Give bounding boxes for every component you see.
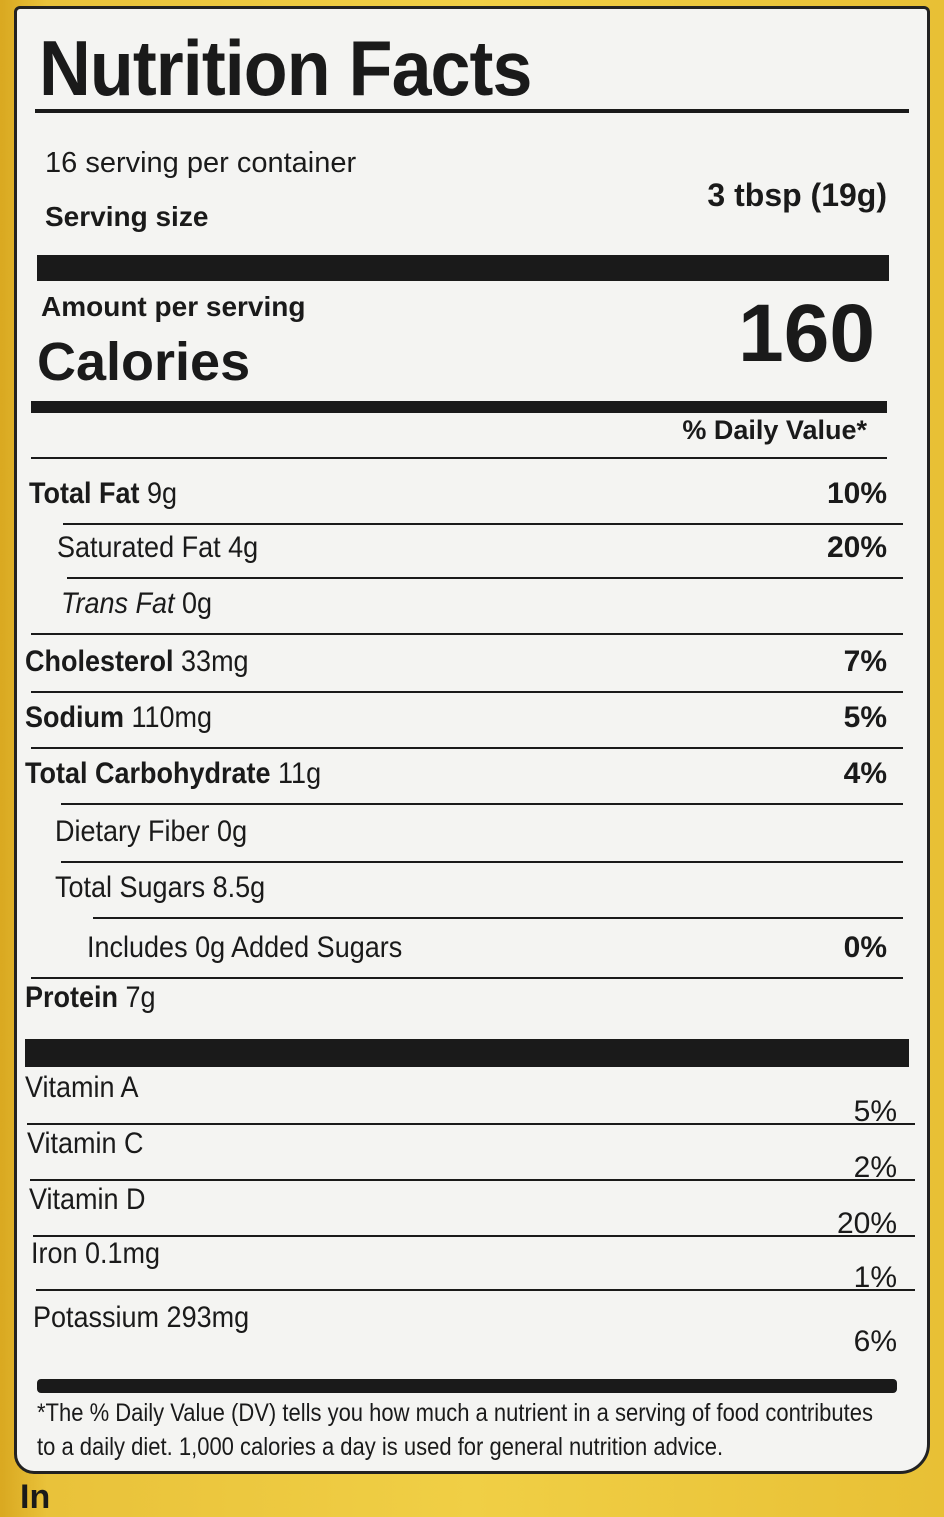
serving-size-label: Serving size bbox=[45, 201, 209, 232]
vitamin-name: Iron 0.1mg bbox=[31, 1237, 161, 1270]
footnote-line-1: *The % Daily Value (DV) tells you how mu… bbox=[37, 1399, 873, 1427]
nutrient-amount: 9g bbox=[147, 477, 178, 510]
calories-value: 160 bbox=[738, 288, 875, 379]
nutrient-amount: 4g bbox=[228, 531, 259, 564]
divider bbox=[31, 457, 887, 459]
thick-divider bbox=[37, 255, 889, 281]
nutrient-name: Protein bbox=[25, 981, 119, 1014]
divider bbox=[31, 691, 903, 693]
vitamin-daily-value: 20% bbox=[836, 1207, 897, 1240]
nutrient-daily-value: 0% bbox=[843, 931, 887, 964]
nutrient-daily-value: 5% bbox=[843, 701, 887, 734]
calories-label: Calories bbox=[37, 332, 251, 392]
vitamin-name: Vitamin A bbox=[25, 1071, 139, 1104]
vitamin-daily-value: 6% bbox=[853, 1325, 897, 1358]
nutrient-name: Saturated Fat bbox=[57, 531, 221, 564]
nutrient-amount: 0g bbox=[182, 587, 213, 620]
divider bbox=[93, 917, 903, 919]
vitamin-daily-value: 2% bbox=[853, 1151, 897, 1184]
nutrition-label: Nutrition Facts 16 serving per container… bbox=[14, 6, 930, 1474]
divider bbox=[67, 577, 903, 579]
footnote-line-2: to a daily diet. 1,000 calories a day is… bbox=[37, 1433, 724, 1461]
divider bbox=[31, 633, 903, 635]
medium-divider bbox=[31, 401, 887, 413]
nutrient-amount: 33mg bbox=[181, 645, 249, 678]
vitamin-name: Potassium 293mg bbox=[33, 1301, 250, 1334]
divider bbox=[63, 523, 903, 525]
nutrient-daily-value: 20% bbox=[826, 531, 887, 564]
divider bbox=[33, 1235, 915, 1237]
nutrient-daily-value: 10% bbox=[826, 477, 887, 510]
vitamin-daily-value: 5% bbox=[853, 1095, 897, 1128]
label-title: Nutrition Facts bbox=[39, 24, 532, 112]
nutrient-daily-value: 4% bbox=[843, 757, 887, 790]
vitamin-name: Vitamin D bbox=[29, 1183, 146, 1216]
medium-divider bbox=[37, 1379, 897, 1393]
nutrient-amount: 8.5g bbox=[212, 871, 266, 904]
nutrient-name: Total Carbohydrate bbox=[25, 757, 271, 790]
nutrient-name: Total Fat bbox=[29, 477, 140, 510]
amount-per-serving: Amount per serving bbox=[41, 291, 306, 322]
divider bbox=[61, 803, 903, 805]
serving-size-value: 3 tbsp (19g) bbox=[707, 177, 887, 213]
nutrient-amount: 11g bbox=[278, 757, 322, 790]
ingredients-fragment: In bbox=[20, 1478, 51, 1516]
divider bbox=[27, 1123, 915, 1125]
nutrient-daily-value: 7% bbox=[843, 645, 887, 678]
vitamin-daily-value: 1% bbox=[853, 1261, 897, 1294]
nutrient-name: Sodium bbox=[25, 701, 124, 734]
divider bbox=[36, 1289, 915, 1291]
divider bbox=[61, 861, 903, 863]
nutrient-name: Includes 0g Added Sugars bbox=[87, 931, 403, 964]
servings-per-container: 16 serving per container bbox=[45, 147, 357, 179]
nutrient-name: Dietary Fiber bbox=[55, 815, 210, 848]
divider bbox=[35, 109, 909, 113]
nutrient-name: Trans Fat bbox=[61, 587, 175, 620]
daily-value-header: % Daily Value* bbox=[682, 415, 867, 445]
nutrient-amount: 7g bbox=[125, 981, 156, 1014]
nutrient-name: Total Sugars bbox=[55, 871, 206, 904]
nutrient-amount: 110mg bbox=[131, 701, 213, 734]
nutrient-name: Cholesterol bbox=[25, 645, 174, 678]
divider bbox=[31, 977, 903, 979]
divider bbox=[30, 1179, 915, 1181]
divider bbox=[31, 747, 903, 749]
nutrient-amount: 0g bbox=[217, 815, 248, 848]
thick-divider bbox=[25, 1039, 909, 1067]
vitamin-name: Vitamin C bbox=[27, 1127, 144, 1160]
